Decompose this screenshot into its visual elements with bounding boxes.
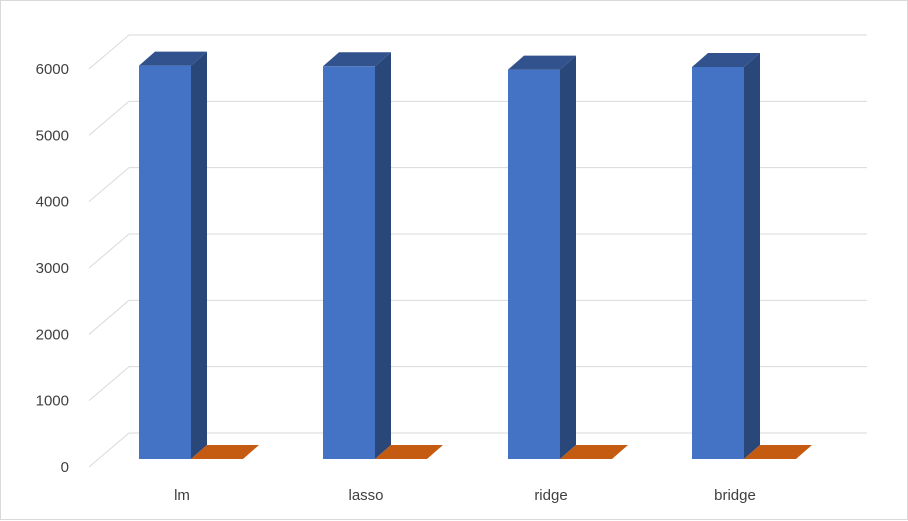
y-tick-label: 4000 bbox=[36, 194, 69, 211]
bar-front bbox=[692, 66, 744, 459]
x-axis: lm lasso ridge bridge bbox=[174, 487, 756, 504]
bar-front bbox=[323, 66, 375, 459]
bar-top bbox=[692, 52, 760, 67]
y-tick-label: 1000 bbox=[36, 393, 69, 410]
x-tick-label: ridge bbox=[534, 487, 567, 504]
bar-top bbox=[508, 55, 576, 70]
bar-series2-top bbox=[560, 445, 628, 459]
gridline-diagonal bbox=[88, 299, 130, 335]
bar-series2-top bbox=[744, 445, 812, 459]
y-tick-label: 5000 bbox=[36, 127, 69, 144]
bar-front bbox=[508, 69, 560, 459]
gridline-diagonal bbox=[88, 100, 130, 136]
y-tick-label: 6000 bbox=[36, 61, 69, 78]
bar-series2-top bbox=[375, 445, 443, 459]
gridline-diagonal bbox=[88, 233, 130, 269]
gridline-diagonal bbox=[88, 432, 130, 468]
gridline-diagonal bbox=[88, 366, 130, 402]
bar-side bbox=[375, 52, 391, 459]
bar-series2-top bbox=[191, 445, 259, 459]
y-tick-label: 0 bbox=[61, 459, 69, 476]
x-tick-label: lasso bbox=[348, 487, 383, 504]
bars bbox=[139, 51, 812, 460]
gridline-diagonal bbox=[88, 34, 130, 70]
bar-side bbox=[191, 51, 207, 459]
bar-side bbox=[560, 55, 576, 460]
bar-front bbox=[139, 65, 191, 459]
x-tick-label: bridge bbox=[714, 487, 756, 504]
y-tick-label: 2000 bbox=[36, 326, 69, 343]
x-tick-label: lm bbox=[174, 487, 190, 504]
bar-top bbox=[139, 51, 207, 66]
y-axis: 0 1000 2000 3000 4000 5000 6000 bbox=[36, 61, 69, 476]
bar-top bbox=[323, 52, 391, 67]
gridline-diagonal bbox=[88, 167, 130, 203]
bar-side bbox=[744, 52, 760, 459]
y-tick-label: 3000 bbox=[36, 260, 69, 277]
